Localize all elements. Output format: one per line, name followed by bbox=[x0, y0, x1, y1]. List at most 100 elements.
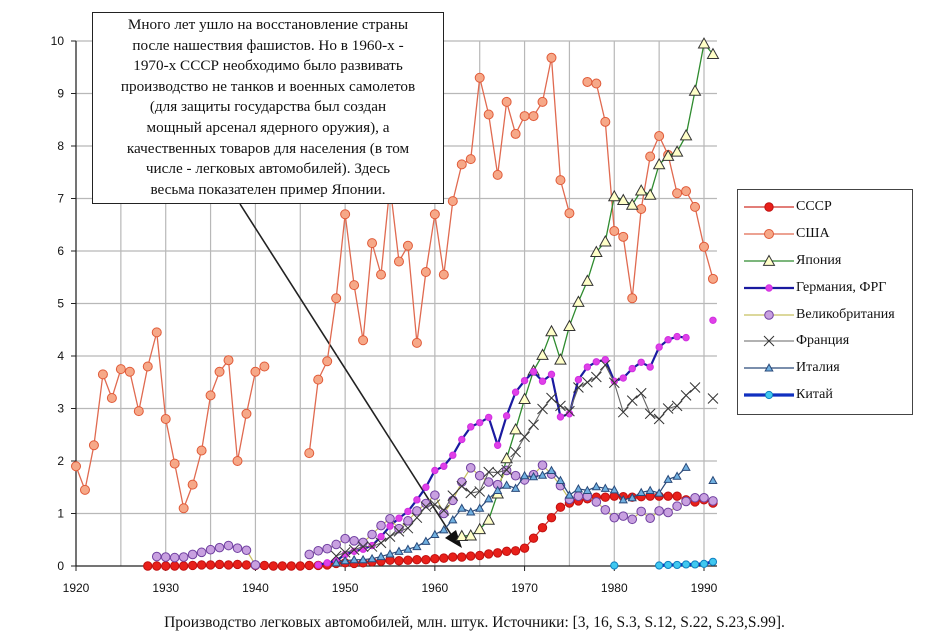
series-japan bbox=[455, 37, 720, 541]
data-point-france bbox=[375, 537, 387, 549]
legend-label: Италия bbox=[796, 360, 840, 376]
x-tick-label: 1990 bbox=[691, 581, 718, 595]
data-point-uk bbox=[663, 507, 673, 518]
data-point-italy bbox=[484, 493, 494, 503]
data-point-germany bbox=[449, 451, 457, 459]
data-point-usa bbox=[564, 208, 575, 219]
data-point-france bbox=[366, 541, 378, 552]
data-point-ussr bbox=[600, 492, 611, 502]
data-point-france bbox=[582, 376, 593, 388]
data-point-usa bbox=[555, 175, 566, 186]
data-point-uk bbox=[618, 511, 629, 521]
data-point-usa bbox=[609, 226, 620, 237]
data-point-uk bbox=[304, 549, 315, 560]
data-point-usa bbox=[420, 267, 431, 277]
data-point-usa bbox=[71, 461, 81, 472]
x-tick-label: 1940 bbox=[242, 581, 269, 595]
annotation-line: Много лет ушло на восстановление страны bbox=[127, 16, 409, 33]
data-point-uk bbox=[358, 537, 368, 548]
data-point-italy bbox=[618, 495, 628, 504]
data-point-germany bbox=[601, 355, 610, 364]
data-point-uk bbox=[430, 490, 440, 500]
data-point-france bbox=[644, 408, 656, 420]
data-point-uk bbox=[205, 544, 216, 555]
series-line-japan bbox=[461, 42, 714, 537]
data-point-germany bbox=[574, 375, 583, 384]
data-point-france bbox=[617, 406, 629, 418]
data-point-uk bbox=[214, 542, 225, 553]
data-point-germany bbox=[583, 363, 592, 371]
data-point-usa bbox=[259, 361, 270, 372]
data-point-france bbox=[519, 431, 530, 443]
data-point-usa bbox=[582, 76, 593, 87]
data-point-usa bbox=[519, 111, 530, 122]
legend-item-uk: Великобритания bbox=[738, 301, 912, 328]
series-usa bbox=[71, 52, 718, 514]
data-point-italy bbox=[385, 549, 395, 558]
data-point-italy bbox=[510, 483, 521, 492]
data-point-japan bbox=[607, 189, 621, 202]
data-point-uk bbox=[331, 539, 341, 550]
data-point-france bbox=[599, 359, 611, 371]
data-point-uk bbox=[241, 545, 252, 556]
data-point-france bbox=[456, 480, 468, 492]
data-point-italy bbox=[412, 541, 422, 551]
series-line-italy bbox=[336, 466, 687, 564]
data-point-ussr bbox=[430, 553, 440, 564]
data-point-usa bbox=[97, 369, 108, 380]
data-point-uk bbox=[708, 496, 718, 506]
data-point-france bbox=[420, 501, 432, 513]
data-point-italy bbox=[600, 483, 610, 492]
data-point-france bbox=[528, 419, 539, 431]
data-point-ussr bbox=[259, 560, 270, 571]
data-point-ussr bbox=[528, 533, 539, 543]
data-point-usa bbox=[115, 364, 126, 375]
y-tick-label: 3 bbox=[57, 402, 64, 416]
data-point-italy bbox=[430, 529, 440, 539]
legend-label: Великобритания bbox=[796, 306, 895, 322]
legend-swatch-japan bbox=[744, 254, 794, 266]
y-tick-label: 8 bbox=[57, 139, 64, 153]
data-point-japan bbox=[706, 47, 720, 60]
data-point-italy bbox=[645, 485, 655, 494]
data-point-usa bbox=[88, 440, 99, 451]
data-point-usa bbox=[178, 503, 189, 514]
legend-label: Франция bbox=[796, 333, 850, 349]
data-point-uk bbox=[654, 506, 664, 516]
data-point-japan bbox=[554, 353, 567, 365]
data-point-ussr bbox=[295, 561, 305, 571]
data-point-france bbox=[671, 400, 683, 412]
data-point-japan bbox=[581, 274, 594, 286]
data-point-germany bbox=[431, 466, 439, 475]
legend-item-japan: Япония bbox=[738, 248, 912, 275]
data-point-italy bbox=[421, 536, 431, 545]
y-tick-label: 9 bbox=[57, 87, 64, 101]
data-point-usa bbox=[106, 393, 117, 403]
legend-swatch-marker bbox=[763, 336, 775, 347]
data-point-italy bbox=[349, 554, 359, 564]
data-point-ussr bbox=[403, 555, 413, 565]
data-point-italy bbox=[331, 558, 341, 567]
data-point-ussr bbox=[169, 561, 180, 571]
data-point-france bbox=[546, 392, 557, 404]
data-point-usa bbox=[627, 293, 638, 304]
data-point-usa bbox=[331, 293, 342, 304]
data-point-usa bbox=[600, 116, 611, 127]
axes: 0 1 2 3 4 5 6 7 8 9 10 1920 1930 1940 1950 1960 1970 1980… bbox=[51, 34, 718, 595]
data-point-ussr bbox=[466, 551, 476, 561]
data-point-japan bbox=[688, 84, 702, 96]
data-point-germany bbox=[511, 388, 520, 396]
data-point-usa bbox=[340, 209, 351, 220]
series-line-uk bbox=[309, 464, 714, 556]
data-point-uk bbox=[322, 543, 333, 554]
series-germany bbox=[314, 316, 717, 569]
data-point-germany bbox=[458, 435, 466, 444]
data-point-uk bbox=[636, 506, 647, 517]
data-point-france bbox=[348, 544, 360, 556]
data-point-usa bbox=[142, 361, 153, 372]
data-point-ussr bbox=[492, 548, 503, 558]
data-point-usa bbox=[393, 256, 404, 267]
data-point-italy bbox=[546, 465, 557, 474]
data-point-france bbox=[501, 464, 512, 476]
data-point-china bbox=[655, 561, 664, 570]
